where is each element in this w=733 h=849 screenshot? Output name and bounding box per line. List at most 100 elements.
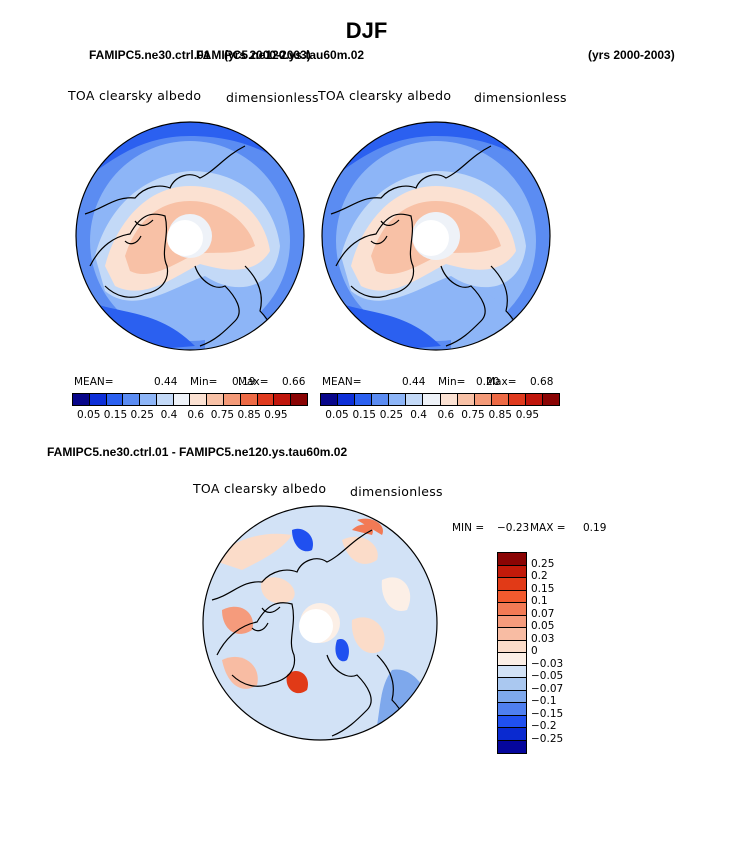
colorbar-tick-label: 0.4	[410, 409, 427, 421]
panel2-case-title: FAMIPC5.ne120.ys.tau60m.02	[196, 48, 365, 62]
diff-title: FAMIPC5.ne30.ctrl.01 - FAMIPC5.ne120.ys.…	[47, 445, 348, 459]
panel1-max-label: Max=	[238, 376, 269, 388]
colorbar-tick-label: 0.95	[264, 409, 288, 421]
diff-units: dimensionless	[350, 484, 443, 499]
colorbar-tick-label: 0.95	[515, 409, 540, 421]
colorbar-tick-label: 0	[531, 645, 538, 657]
colorbar-swatch	[190, 394, 208, 405]
colorbar-tick-label: 0.75	[461, 409, 485, 421]
colorbar-swatch	[498, 728, 526, 741]
colorbar-tick-label: −0.2	[531, 720, 557, 732]
colorbar-tick-label: 0.15	[103, 409, 128, 421]
colorbar-swatch	[491, 394, 509, 405]
colorbar-swatch	[156, 394, 174, 405]
colorbar-tick-label: −0.1	[531, 695, 557, 707]
colorbar-swatch	[173, 394, 191, 405]
colorbar-tick-label: 0.05	[531, 620, 555, 632]
diff-min-label: MIN =	[452, 522, 485, 534]
colorbar-tick-label: −0.25	[531, 732, 564, 745]
panel1-units: dimensionless	[226, 90, 319, 105]
panel2-min: 0.20	[476, 376, 500, 388]
colorbar-tick-label: −0.07	[531, 682, 564, 695]
colorbar-swatch	[498, 628, 526, 641]
panel1-case-title: FAMIPC5.ne30.ctrl.01	[89, 48, 211, 62]
colorbar-ctrl	[72, 393, 308, 406]
colorbar-swatch	[240, 394, 258, 405]
colorbar-swatch	[89, 394, 107, 405]
colorbar-tick-label: 0.05	[325, 409, 349, 421]
colorbar-swatch	[525, 394, 544, 405]
colorbar-swatch	[257, 394, 275, 405]
colorbar-swatch	[106, 394, 124, 405]
colorbar-swatch	[73, 394, 90, 405]
colorbar-tick-label: 0.25	[130, 409, 154, 421]
diff-max: 0.19	[583, 522, 607, 534]
colorbar-swatch	[498, 603, 526, 616]
albedo-diff-map	[202, 505, 438, 741]
colorbar-tick-label: −0.15	[531, 707, 564, 720]
colorbar-swatch	[355, 394, 373, 405]
panel1-max: 0.66	[282, 376, 306, 388]
colorbar-tick-label: −0.05	[531, 670, 564, 682]
panel2-min-label: Min=	[438, 376, 466, 388]
colorbar-test	[320, 393, 560, 406]
colorbar-swatch	[207, 394, 225, 405]
colorbar-tick-label: 0.25	[531, 557, 555, 570]
panel1-years: (yrs 2000-2003)	[224, 48, 311, 62]
panel2-units: dimensionless	[474, 90, 567, 105]
panel2-mean-label: MEAN=	[322, 376, 362, 388]
panel1-variable: TOA clearsky albedo	[68, 88, 202, 103]
colorbar-tick-label: 0.15	[531, 582, 555, 595]
colorbar-diff	[497, 552, 527, 754]
colorbar-tick-label: 0.15	[352, 409, 376, 421]
colorbar-swatch	[498, 578, 526, 591]
panel2-max-label: Max=	[486, 376, 517, 388]
colorbar-swatch	[224, 394, 241, 405]
panel2-variable: TOA clearsky albedo	[318, 88, 452, 103]
colorbar-tick-label: 0.85	[237, 409, 261, 421]
colorbar-tick-label: 0.05	[77, 409, 101, 421]
panel1-min-label: Min=	[190, 376, 218, 388]
colorbar-tick-label: 0.6	[187, 409, 205, 421]
diff-max-label: MAX =	[530, 522, 566, 534]
colorbar-swatch	[406, 394, 424, 405]
panel1-mean: 0.44	[154, 376, 178, 388]
colorbar-tick-label: 0.75	[210, 409, 235, 421]
colorbar-swatch	[543, 394, 560, 405]
colorbar-swatch	[440, 394, 458, 405]
colorbar-swatch	[457, 394, 475, 405]
albedo-map-ctrl	[75, 121, 305, 351]
colorbar-tick-label: 0.6	[437, 409, 455, 421]
colorbar-swatch	[498, 565, 526, 578]
diff-min: −0.23	[497, 522, 530, 534]
colorbar-swatch	[498, 665, 526, 678]
colorbar-tick-label: 0.1	[531, 595, 548, 607]
colorbar-swatch	[274, 394, 292, 405]
colorbar-swatch	[498, 590, 526, 603]
colorbar-swatch	[498, 653, 526, 666]
colorbar-swatch	[498, 553, 526, 566]
panel2-years: (yrs 2000-2003)	[588, 48, 675, 62]
panel1-min: 0.19	[232, 376, 256, 388]
colorbar-tick-label: 0.25	[379, 409, 404, 421]
colorbar-swatch	[423, 394, 441, 405]
colorbar-swatch	[508, 394, 526, 405]
albedo-map-test	[321, 121, 551, 351]
colorbar-swatch	[123, 394, 141, 405]
colorbar-swatch	[498, 715, 526, 728]
colorbar-tick-label: 0.4	[160, 409, 178, 421]
panel2-max: 0.68	[530, 376, 554, 388]
panel2-mean: 0.44	[402, 376, 426, 388]
diff-variable: TOA clearsky albedo	[193, 481, 327, 496]
colorbar-tick-label: −0.03	[531, 657, 564, 670]
colorbar-swatch	[498, 740, 526, 753]
colorbar-swatch	[498, 703, 526, 716]
colorbar-swatch	[498, 678, 526, 691]
colorbar-swatch	[140, 394, 157, 405]
panel1-mean-label: MEAN=	[74, 376, 114, 388]
colorbar-swatch	[474, 394, 492, 405]
colorbar-swatch	[389, 394, 407, 405]
colorbar-tick-label: 0.07	[531, 607, 555, 620]
colorbar-tick-label: 0.85	[488, 409, 512, 421]
colorbar-tick-label: 0.2	[531, 570, 548, 582]
